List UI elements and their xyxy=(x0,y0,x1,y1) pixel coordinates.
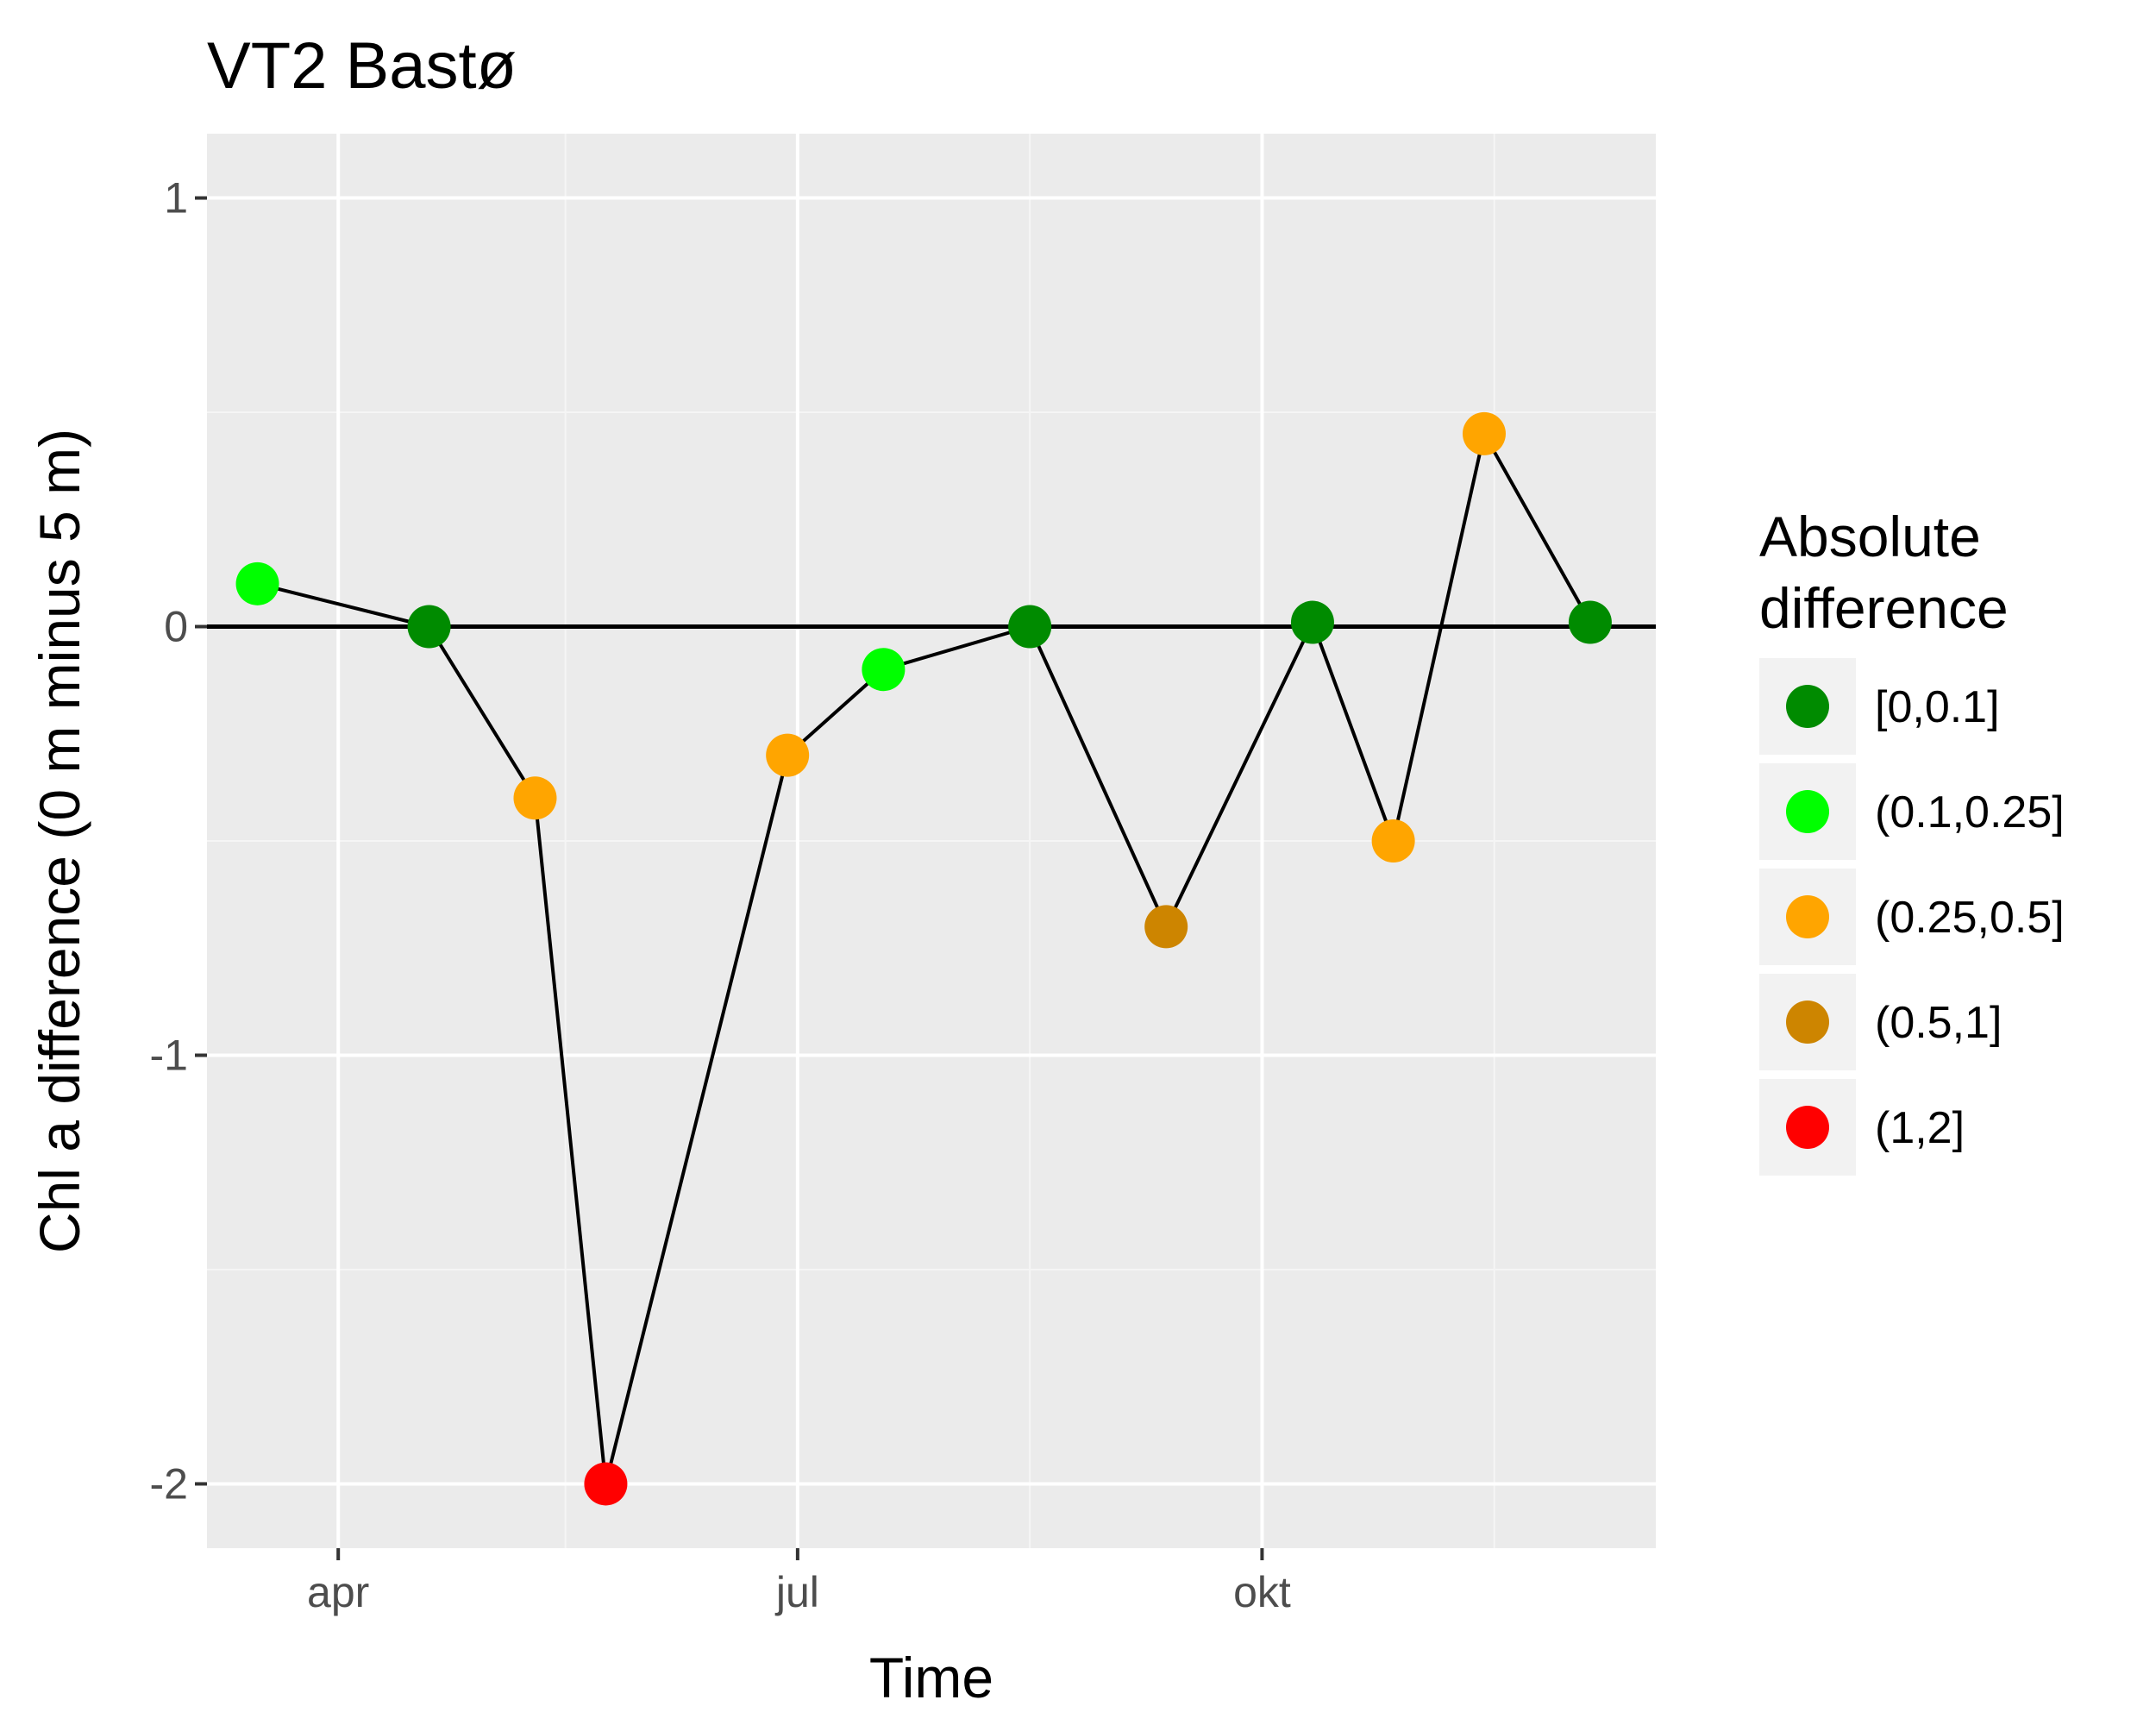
legend-key-dot xyxy=(1786,790,1829,833)
x-axis-title: Time xyxy=(869,1646,993,1709)
y-tick-label: -1 xyxy=(150,1031,188,1079)
legend-title-line: difference xyxy=(1759,576,2009,640)
data-point xyxy=(235,561,279,605)
legend-entry-label: (1,2] xyxy=(1875,1103,1965,1153)
y-axis: 1 0 -1 -2 xyxy=(150,174,207,1508)
data-point xyxy=(1290,600,1334,644)
y-axis-title: Chl a difference (0 m minus 5 m) xyxy=(28,429,91,1253)
y-tick-label: -2 xyxy=(150,1459,188,1508)
y-tick-label: 1 xyxy=(164,174,188,223)
data-point xyxy=(513,776,557,820)
x-axis: apr jul okt xyxy=(307,1548,1291,1616)
x-tick-label: apr xyxy=(307,1568,369,1616)
legend: Absolute difference [0,0.1] (0.1,0.25] (0.25… xyxy=(1759,505,2065,1176)
data-point xyxy=(862,648,906,692)
legend-title-line: Absolute xyxy=(1759,505,1981,568)
data-point xyxy=(1568,600,1612,644)
legend-entry-label: (0.5,1] xyxy=(1875,998,2002,1048)
series-line xyxy=(257,431,1592,1486)
minor-gridlines xyxy=(207,134,1656,1548)
x-tick-label: jul xyxy=(774,1568,819,1616)
data-point xyxy=(407,605,451,649)
legend-key-dot xyxy=(1786,685,1829,728)
data-point xyxy=(1008,605,1052,649)
series-polyline xyxy=(257,431,1592,1486)
legend-key-dot xyxy=(1786,895,1829,938)
data-point xyxy=(1144,905,1188,949)
legend-key-dot xyxy=(1786,1000,1829,1044)
chart-title: VT2 Bastø xyxy=(207,29,517,103)
data-points xyxy=(235,411,1612,1506)
data-point xyxy=(1371,819,1415,862)
legend-entry-label: [0,0.1] xyxy=(1875,682,2000,732)
legend-entry-label: (0.1,0.25] xyxy=(1875,787,2065,837)
y-tick-label: 0 xyxy=(164,603,188,651)
x-tick-label: okt xyxy=(1233,1568,1291,1616)
legend-entry-label: (0.25,0.5] xyxy=(1875,893,2065,943)
data-point xyxy=(584,1462,628,1506)
data-point xyxy=(1462,411,1506,455)
data-point xyxy=(766,733,810,777)
legend-key-dot xyxy=(1786,1106,1829,1149)
